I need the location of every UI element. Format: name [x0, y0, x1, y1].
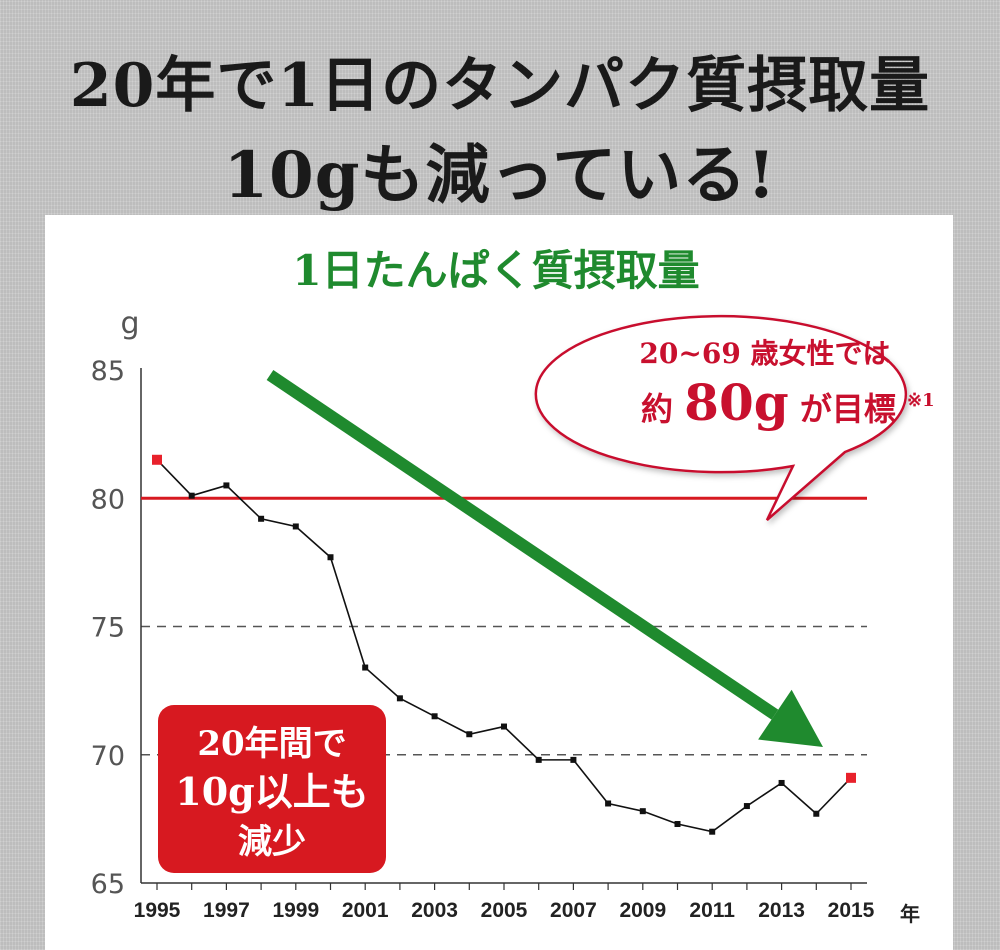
data-point-2013 — [778, 779, 785, 786]
y-unit-label: g — [120, 306, 139, 341]
x-tick-label: 2011 — [689, 899, 735, 922]
badge-line-2: 10g以上も — [175, 769, 368, 814]
x-tick-label: 2015 — [828, 899, 875, 922]
data-point-2012 — [743, 803, 750, 810]
y-tick-label: 70 — [91, 741, 125, 772]
y-tick-label: 65 — [91, 869, 125, 900]
x-unit-label: 年 — [900, 902, 920, 926]
headline-line-1: 20年で1日のタンパク質摂取量 — [69, 51, 931, 121]
data-point-2000 — [327, 554, 334, 561]
callout-line-2: 約 80g が目標 ※1 — [641, 373, 935, 432]
headline-line-2: 10gも減っている! — [223, 138, 777, 213]
x-tick-label: 2007 — [550, 899, 597, 922]
data-point-1996 — [188, 492, 195, 499]
callout-suffix: が目標 — [800, 390, 896, 428]
data-point-2006 — [535, 756, 542, 763]
data-point-2011 — [709, 828, 716, 835]
data-point-2003 — [431, 713, 438, 720]
y-tick-label: 75 — [91, 613, 125, 644]
y-tick-label: 80 — [91, 484, 125, 515]
data-point-1998 — [258, 515, 265, 522]
target-callout — [534, 314, 908, 521]
callout-target-value: 80g — [684, 373, 789, 432]
data-point-1999 — [292, 523, 299, 530]
badge-line-3: 減少 — [238, 822, 306, 862]
x-tick-label: 1999 — [272, 899, 319, 922]
protein-intake-line-end — [815, 777, 852, 815]
callout-bubble — [534, 314, 908, 521]
protein-intake-line — [156, 459, 817, 833]
data-point-1997 — [223, 482, 230, 489]
data-point-2010 — [674, 821, 681, 828]
callout-prefix: 約 — [641, 390, 673, 428]
decrease-badge: 20年間で 10g以上も 減少 — [158, 705, 386, 873]
trend-arrow-head — [758, 689, 823, 747]
y-tick-label: 85 — [91, 356, 125, 387]
data-point-2015 — [846, 772, 856, 783]
x-tick-label: 2009 — [619, 899, 666, 922]
data-point-2014 — [813, 810, 820, 817]
badge-background — [158, 705, 386, 873]
callout-line-1: 20~69 歳女性では — [639, 337, 890, 370]
data-point-2007 — [570, 756, 577, 763]
chart-title: 1日たんぱく質摂取量 — [292, 246, 699, 295]
chart-panel: 1日たんぱく質摂取量 g 年 85 80 75 70 65 1995 1997 1999 200… — [45, 215, 953, 950]
trend-arrow-shaft — [266, 370, 779, 720]
x-tick-label: 1995 — [134, 899, 181, 922]
data-point-2009 — [639, 808, 646, 815]
x-tick-label: 2001 — [342, 899, 389, 922]
data-point-2002 — [396, 695, 403, 702]
x-tick-label: 2013 — [758, 899, 805, 922]
data-point-2005 — [501, 723, 507, 730]
x-tick-label: 1997 — [203, 899, 250, 922]
data-point-2004 — [466, 731, 473, 738]
protein-intake-chart: 1日たんぱく質摂取量 g 年 85 80 75 70 65 1995 1997 1999 200… — [91, 246, 935, 926]
data-point-1995 — [152, 454, 162, 465]
x-tick-label: 2005 — [481, 899, 528, 922]
data-point-2008 — [605, 800, 612, 807]
data-point-2001 — [362, 664, 369, 671]
x-tick-label: 2003 — [411, 899, 458, 922]
badge-line-1: 20年間で — [197, 724, 346, 764]
callout-note: ※1 — [907, 390, 935, 411]
